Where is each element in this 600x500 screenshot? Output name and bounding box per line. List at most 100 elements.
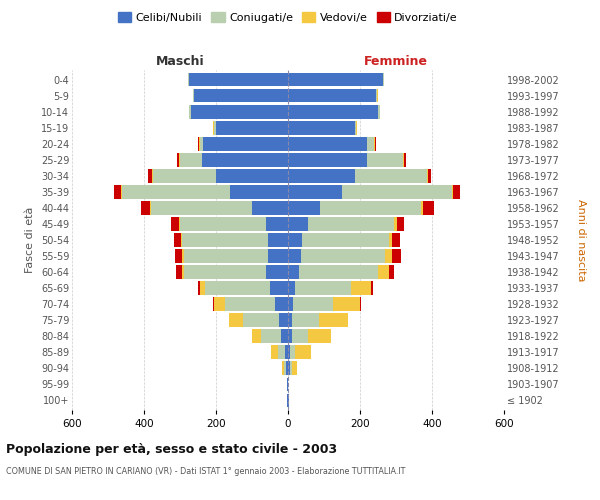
- Bar: [151, 201, 252, 214]
- Bar: [281, 330, 288, 343]
- Bar: [389, 233, 392, 247]
- Bar: [171, 217, 179, 231]
- Text: Femmine: Femmine: [364, 56, 428, 68]
- Bar: [180, 153, 202, 166]
- Bar: [404, 153, 406, 166]
- Bar: [292, 362, 297, 375]
- Bar: [367, 137, 374, 150]
- Bar: [177, 153, 179, 166]
- Bar: [278, 346, 285, 359]
- Bar: [193, 89, 194, 102]
- Bar: [428, 169, 431, 182]
- Bar: [288, 153, 367, 166]
- Text: Popolazione per età, sesso e stato civile - 2003: Popolazione per età, sesso e stato civil…: [6, 442, 337, 456]
- Bar: [355, 121, 356, 134]
- Bar: [114, 185, 121, 198]
- Bar: [308, 217, 394, 231]
- Bar: [355, 169, 427, 182]
- Bar: [216, 169, 288, 182]
- Bar: [180, 217, 266, 231]
- Bar: [271, 346, 278, 359]
- Bar: [288, 233, 302, 247]
- Bar: [182, 233, 268, 247]
- Bar: [288, 185, 342, 198]
- Bar: [292, 314, 319, 327]
- Bar: [287, 394, 288, 407]
- Bar: [288, 330, 292, 343]
- Bar: [229, 314, 243, 327]
- Bar: [293, 298, 333, 311]
- Bar: [288, 298, 293, 311]
- Bar: [375, 137, 376, 150]
- Bar: [427, 169, 428, 182]
- Bar: [376, 89, 377, 102]
- Bar: [176, 266, 182, 279]
- Bar: [288, 266, 299, 279]
- Bar: [266, 266, 288, 279]
- Bar: [288, 201, 320, 214]
- Bar: [288, 346, 290, 359]
- Bar: [302, 233, 389, 247]
- Bar: [202, 153, 288, 166]
- Bar: [295, 282, 351, 295]
- Bar: [288, 217, 308, 231]
- Legend: Celibi/Nubili, Coniugati/e, Vedovi/e, Divorziati/e: Celibi/Nubili, Coniugati/e, Vedovi/e, Di…: [113, 8, 463, 28]
- Bar: [421, 201, 423, 214]
- Bar: [301, 249, 385, 263]
- Bar: [225, 298, 275, 311]
- Bar: [288, 73, 383, 86]
- Bar: [230, 185, 288, 198]
- Bar: [275, 298, 288, 311]
- Bar: [288, 249, 301, 263]
- Bar: [288, 105, 378, 118]
- Bar: [252, 330, 261, 343]
- Bar: [288, 137, 367, 150]
- Bar: [423, 201, 434, 214]
- Bar: [198, 137, 199, 150]
- Bar: [150, 201, 151, 214]
- Bar: [281, 362, 284, 375]
- Bar: [148, 169, 152, 182]
- Bar: [295, 346, 311, 359]
- Bar: [288, 394, 289, 407]
- Bar: [383, 73, 384, 86]
- Bar: [153, 169, 216, 182]
- Bar: [181, 233, 182, 247]
- Bar: [292, 330, 308, 343]
- Bar: [367, 153, 403, 166]
- Bar: [392, 233, 400, 247]
- Bar: [189, 73, 288, 86]
- Bar: [378, 105, 380, 118]
- Bar: [333, 298, 360, 311]
- Bar: [184, 249, 268, 263]
- Bar: [286, 362, 288, 375]
- Bar: [288, 169, 355, 182]
- Bar: [288, 314, 292, 327]
- Bar: [284, 362, 286, 375]
- Bar: [403, 153, 404, 166]
- Bar: [122, 185, 230, 198]
- Bar: [374, 137, 375, 150]
- Bar: [351, 282, 371, 295]
- Bar: [279, 314, 288, 327]
- Bar: [299, 266, 378, 279]
- Bar: [179, 217, 180, 231]
- Bar: [205, 282, 270, 295]
- Bar: [198, 282, 200, 295]
- Bar: [290, 362, 292, 375]
- Bar: [268, 233, 288, 247]
- Bar: [252, 201, 288, 214]
- Bar: [188, 73, 189, 86]
- Bar: [203, 137, 288, 150]
- Bar: [179, 153, 180, 166]
- Text: COMUNE DI SAN PIETRO IN CARIANO (VR) - Dati ISTAT 1° gennaio 2003 - Elaborazione: COMUNE DI SAN PIETRO IN CARIANO (VR) - D…: [6, 468, 406, 476]
- Bar: [319, 314, 348, 327]
- Bar: [453, 185, 460, 198]
- Text: Maschi: Maschi: [155, 56, 205, 68]
- Bar: [175, 249, 182, 263]
- Bar: [121, 185, 122, 198]
- Bar: [288, 362, 290, 375]
- Bar: [214, 121, 216, 134]
- Bar: [360, 298, 361, 311]
- Bar: [397, 217, 404, 231]
